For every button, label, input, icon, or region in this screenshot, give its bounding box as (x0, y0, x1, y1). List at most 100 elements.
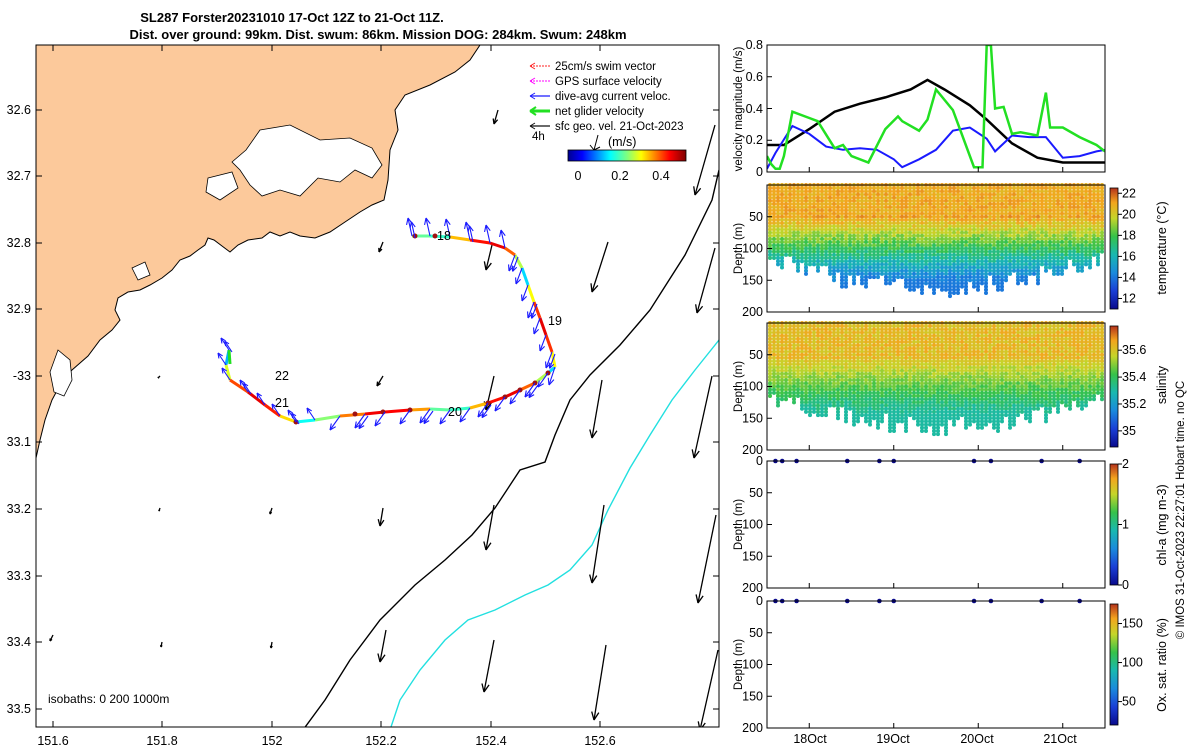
dive-avg-arrow (445, 218, 451, 238)
profile-point (936, 346, 940, 351)
profile-point (1000, 343, 1004, 348)
profile-point (928, 355, 932, 360)
profile-point (768, 256, 772, 261)
profile-point (936, 362, 940, 367)
profile-point (1096, 189, 1100, 194)
profile-point (860, 336, 864, 341)
profile-point (912, 230, 916, 235)
profile-point (968, 336, 972, 341)
profile-point (840, 246, 844, 251)
profile-point (932, 221, 936, 226)
profile-point (956, 333, 960, 338)
profile-point (1040, 211, 1044, 216)
profile-point (920, 224, 924, 229)
legend-label: 25cm/s swim vector (555, 61, 656, 73)
profile-point (952, 262, 956, 267)
profile-point (840, 355, 844, 360)
profile-point (1068, 246, 1072, 251)
profile-point (988, 394, 992, 399)
profile-point (940, 189, 944, 194)
profile-point (788, 394, 792, 399)
profile-point (796, 265, 800, 270)
profile-point (1020, 336, 1024, 341)
profile-point (1020, 271, 1024, 276)
profile-point (948, 230, 952, 235)
profile-point (916, 195, 920, 200)
profile-point (920, 243, 924, 248)
profile-point (844, 224, 848, 229)
profile-point (880, 259, 884, 264)
profile-point (796, 192, 800, 197)
profile-point (796, 327, 800, 332)
legend-gps-velocity: GPS surface velocity (529, 76, 662, 88)
geo-arrow-head (481, 683, 490, 693)
profile-point (812, 262, 816, 267)
profile-point (988, 406, 992, 411)
profile-point (976, 413, 980, 418)
profile-point (1056, 224, 1060, 229)
profile-point (852, 371, 856, 376)
profile-point (928, 189, 932, 194)
profile-point (924, 340, 928, 345)
profile-point (860, 240, 864, 245)
profile-point (888, 195, 892, 200)
profile-point (892, 425, 896, 430)
profile-point (1000, 214, 1004, 219)
profile-point (896, 198, 900, 203)
profile-point (872, 394, 876, 399)
profile-point (1040, 252, 1044, 257)
profile-point (936, 378, 940, 383)
profile-point (832, 365, 836, 370)
section-colorbar (1109, 187, 1119, 310)
profile-point (1056, 240, 1060, 245)
map-xtick-label: 151.6 (37, 734, 68, 748)
profile-point (836, 330, 840, 335)
profile-point (952, 230, 956, 235)
profile-point (940, 394, 944, 399)
profile-point (860, 362, 864, 367)
profile-point (840, 265, 844, 270)
profile-point (984, 340, 988, 345)
profile-point (952, 236, 956, 241)
profile-point (960, 368, 964, 373)
profile-point (808, 343, 812, 348)
profile-point (1028, 324, 1032, 329)
profile-point (928, 265, 932, 270)
profile-point (932, 403, 936, 408)
profile-point (1044, 394, 1048, 399)
profile-point (888, 268, 892, 273)
dive-avg-arrow (539, 334, 547, 352)
profile-point (1064, 217, 1068, 222)
profile-point (808, 409, 812, 414)
profile-point (1004, 324, 1008, 329)
profile-point (928, 256, 932, 261)
profile-point (916, 246, 920, 251)
profile-point (960, 400, 964, 405)
profile-point (956, 205, 960, 210)
profile-point (812, 409, 816, 414)
profile-point (972, 336, 976, 341)
profile-point (940, 368, 944, 373)
profile-point (1056, 233, 1060, 238)
profile-point (996, 381, 1000, 386)
profile-point (912, 281, 916, 286)
profile-point (844, 249, 848, 254)
profile-point (820, 227, 824, 232)
profile-point (868, 240, 872, 245)
profile-point (1020, 214, 1024, 219)
profile-point (852, 374, 856, 379)
profile-point (836, 333, 840, 338)
profile-point (1088, 259, 1092, 264)
profile-point (952, 205, 956, 210)
profile-point (1052, 198, 1056, 203)
profile-point (916, 265, 920, 270)
profile-point (892, 271, 896, 276)
profile-point (872, 378, 876, 383)
profile-point (1072, 262, 1076, 267)
profile-point (1004, 365, 1008, 370)
profile-point (780, 330, 784, 335)
profile-point (820, 252, 824, 257)
profile-point (792, 397, 796, 402)
profile-point (928, 259, 932, 264)
profile-point (888, 278, 892, 283)
